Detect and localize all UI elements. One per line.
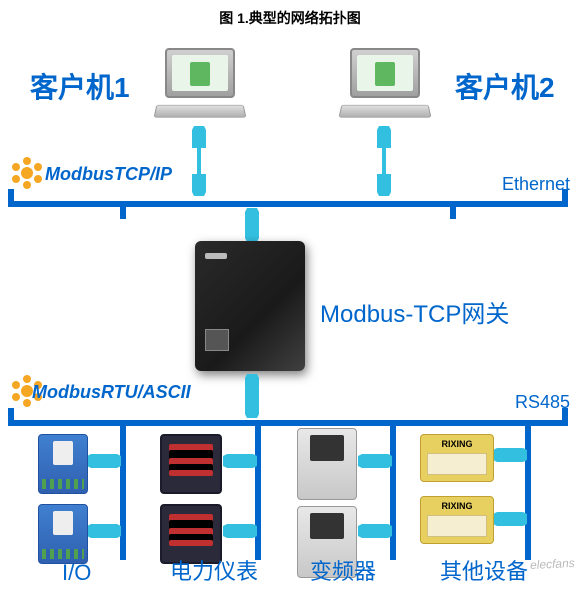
- other-device-1: [420, 434, 494, 482]
- oth-arrow2: [493, 512, 527, 526]
- rs-tick-l: [8, 408, 14, 426]
- io-device-1: [38, 434, 88, 494]
- io-arrow2: [87, 524, 121, 538]
- eth-tick-r: [562, 189, 568, 207]
- oth-arrow1: [493, 448, 527, 462]
- inverter-1: [297, 428, 357, 500]
- inverter-label: 变频器: [310, 554, 376, 586]
- eth-tick-2: [120, 201, 126, 219]
- gateway-label: Modbus-TCP网关: [320, 294, 509, 329]
- modbus-rtu-label: ModbusRTU/ASCII: [32, 382, 191, 403]
- client2-label: 客户机2: [455, 66, 555, 106]
- inv-arrow2: [358, 524, 392, 538]
- watermark: elecfans: [530, 556, 575, 572]
- gateway-device: [195, 241, 305, 371]
- gateway-bottom-arrow: [245, 374, 259, 418]
- client2-keyboard: [339, 105, 432, 118]
- client1-computer: [150, 48, 250, 123]
- modbus-tcp-label: ModbusTCP/IP: [45, 164, 172, 185]
- client2-monitor: [350, 48, 420, 98]
- rs-drop-2: [255, 420, 261, 560]
- diagram-canvas: 客户机1 客户机2 ModbusTCP/IP Ethernet Modbus-T…: [0, 36, 580, 591]
- io-label: I/O: [62, 560, 91, 586]
- rs-drop-1: [120, 420, 126, 560]
- gateway-top-arrow: [245, 208, 259, 242]
- rs-tick-r: [562, 408, 568, 426]
- io-device-2: [38, 504, 88, 564]
- client1-keyboard: [154, 105, 247, 118]
- diagram-title: 图 1.典型的网络拓扑图: [0, 0, 580, 36]
- pm-arrow1: [223, 454, 257, 468]
- rs-drop-3: [390, 420, 396, 560]
- io-arrow1: [87, 454, 121, 468]
- client2-arrow: [377, 126, 391, 196]
- ethernet-bus: [8, 201, 568, 207]
- power-meter-1: [160, 434, 222, 494]
- eth-tick-l: [8, 189, 14, 207]
- other-device-2: [420, 496, 494, 544]
- other-label: 其他设备: [440, 554, 528, 586]
- pm-arrow2: [223, 524, 257, 538]
- client1-arrow: [192, 126, 206, 196]
- modbus-tcp-icon: [10, 156, 44, 190]
- eth-tick-3: [450, 201, 456, 219]
- client2-computer: [335, 48, 435, 123]
- rs-drop-4: [525, 420, 531, 560]
- client1-monitor: [165, 48, 235, 98]
- rs485-bus: [8, 420, 568, 426]
- ethernet-label: Ethernet: [502, 174, 570, 195]
- inv-arrow1: [358, 454, 392, 468]
- client1-label: 客户机1: [30, 66, 130, 106]
- gateway-body: [195, 241, 305, 371]
- power-label: 电力仪表: [170, 554, 258, 586]
